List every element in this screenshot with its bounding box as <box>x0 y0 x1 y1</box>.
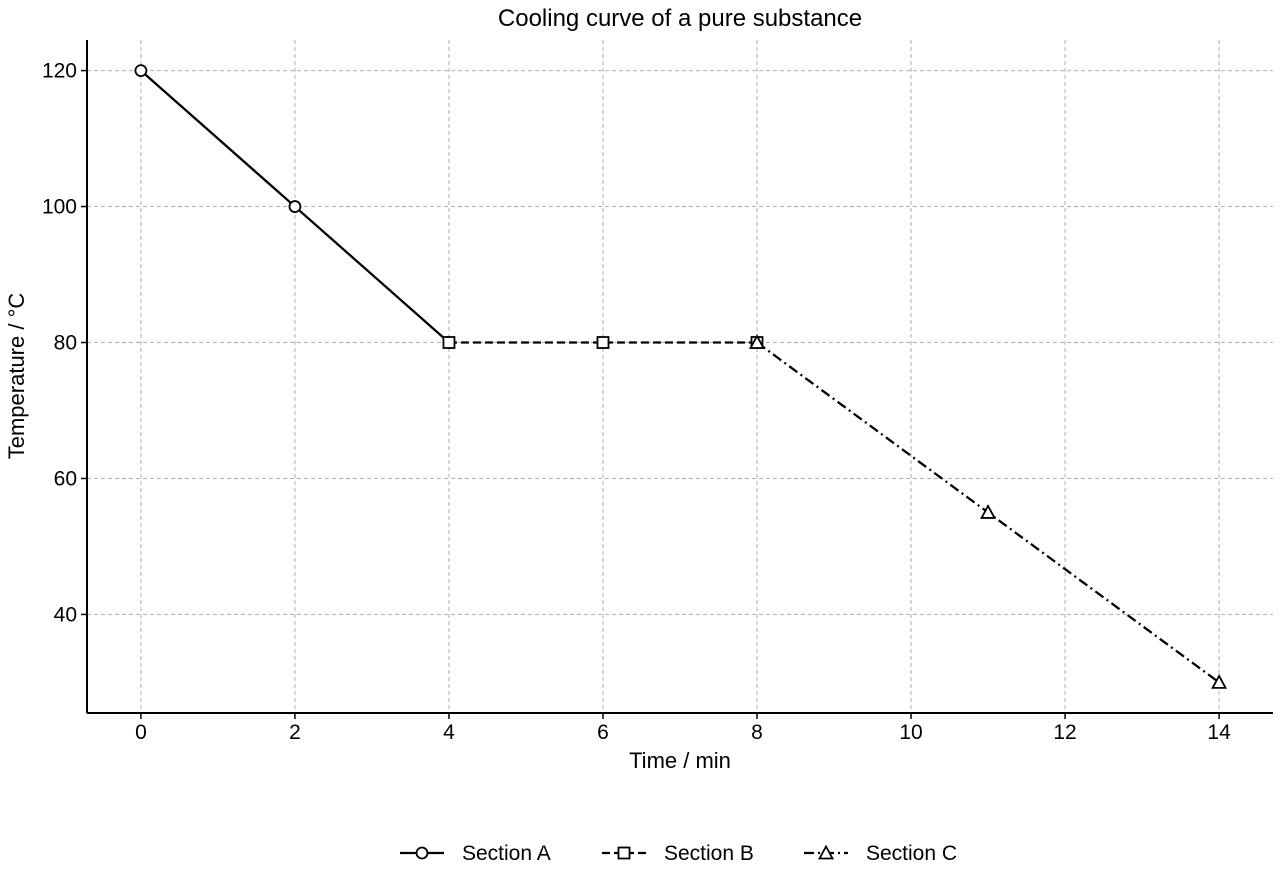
legend-marker <box>415 846 429 860</box>
x-tick-label: 6 <box>597 721 609 744</box>
grid <box>87 40 1273 713</box>
y-tick-label: 100 <box>42 196 77 219</box>
x-tick-label: 12 <box>1053 721 1076 744</box>
x-tick-label: 4 <box>443 721 455 744</box>
series-1 <box>134 64 456 349</box>
x-tick-label: 8 <box>751 721 763 744</box>
legend-label: Section A <box>462 842 551 865</box>
legend-label: Section B <box>664 842 754 865</box>
x-axis-label: Time / min <box>629 748 731 773</box>
legend-label: Section C <box>866 842 957 865</box>
y-tick-label: 80 <box>54 332 77 355</box>
axes <box>86 40 1273 714</box>
x-tick-label: 14 <box>1207 721 1231 744</box>
x-tick-label: 2 <box>289 721 301 744</box>
y-tick-label: 40 <box>54 603 77 626</box>
series-2 <box>442 336 764 349</box>
data-point <box>596 336 610 349</box>
y-tick-label: 120 <box>42 60 77 83</box>
y-axis-label: Temperature / °C <box>4 293 29 460</box>
x-tick-label: 0 <box>135 721 147 744</box>
y-tick-label: 60 <box>54 467 77 490</box>
legend-item: Section C <box>804 842 957 865</box>
data-point <box>980 504 997 519</box>
data-point <box>442 336 456 349</box>
data-point <box>749 334 766 349</box>
series-3 <box>749 334 1228 689</box>
chart-title: Cooling curve of a pure substance <box>498 5 862 32</box>
legend: Section A Section B Section C <box>400 842 957 865</box>
legend-marker <box>617 846 631 860</box>
x-tick-label: 10 <box>899 721 922 744</box>
data-point <box>1211 674 1228 689</box>
legend-item: Section A <box>400 842 551 865</box>
legend-item: Section B <box>602 842 754 865</box>
data-point <box>134 64 148 77</box>
data-point <box>288 200 302 213</box>
series-layer <box>134 64 1228 689</box>
legend-marker <box>817 844 835 860</box>
ticks: 0 2 4 6 8 10 12 14 40 60 80 100 120 <box>42 60 1231 744</box>
